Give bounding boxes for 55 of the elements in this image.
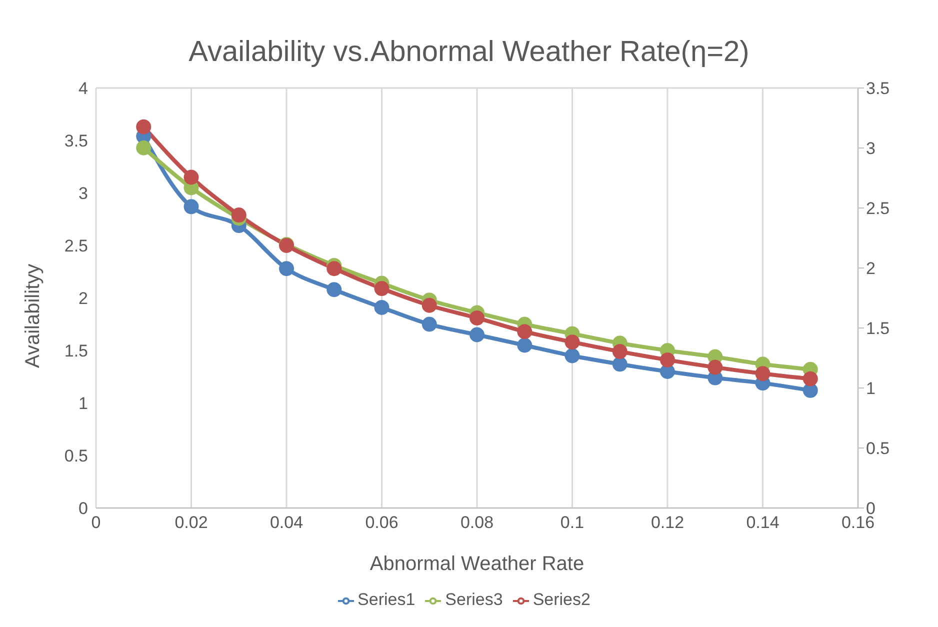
point [184, 199, 199, 214]
point [279, 261, 294, 276]
x-tick-label: 0.12 [650, 513, 684, 532]
y-axis-title: Availabilityy [22, 264, 44, 368]
point [564, 348, 580, 364]
point [564, 334, 580, 350]
point [660, 352, 675, 368]
point [374, 300, 390, 315]
y2-tick-label: 1.5 [866, 319, 890, 338]
y-tick-label: 4 [78, 79, 88, 98]
point [755, 366, 770, 382]
legend-label: Series3 [445, 590, 503, 609]
y-tick-label: 2.5 [64, 236, 88, 256]
point [708, 360, 723, 375]
point [326, 282, 342, 298]
x-tick-label: 0.1 [560, 513, 584, 532]
x-tick-label: 0.14 [746, 513, 780, 532]
point [136, 119, 152, 134]
x-tick-label: 0 [91, 513, 101, 532]
y-tick-label: 1.5 [64, 342, 88, 361]
legend-label: Series1 [358, 590, 416, 609]
point [422, 298, 437, 313]
y2-tick-label: 2.5 [866, 199, 890, 218]
point [374, 281, 390, 296]
point [517, 324, 532, 340]
point [326, 261, 342, 276]
point [136, 140, 152, 156]
y2-tick-label: 0.5 [866, 439, 890, 458]
x-tick-label: 0.16 [841, 513, 875, 532]
y2-tick-label: 3 [866, 139, 876, 158]
x-tick-label: 0.08 [460, 513, 494, 532]
x-tick-label: 0.04 [270, 513, 304, 532]
y2-tick-label: 3.5 [866, 79, 890, 98]
x-tick-label: 0.02 [174, 513, 208, 532]
point [802, 371, 818, 386]
y-tick-label: 0 [78, 499, 88, 518]
chart-title: Availability vs.Abnormal Weather Rate(η=2) [188, 35, 750, 70]
y2-tick-label: 2 [866, 259, 876, 278]
legend-label: Series2 [532, 590, 590, 609]
y-tick-label: 0.5 [64, 446, 88, 466]
point [612, 344, 628, 360]
x-tick-label: 0.06 [365, 513, 398, 532]
y-tick-label: 3.5 [64, 132, 88, 151]
y-tick-label: 3 [78, 184, 88, 204]
point [612, 356, 628, 372]
y-tick-label: 2 [78, 289, 88, 308]
y2-tick-label: 1 [866, 379, 876, 398]
point [517, 338, 532, 353]
x-axis-title: Abnormal Weather Rate [370, 553, 584, 575]
point [231, 208, 246, 223]
point [184, 170, 199, 185]
point [422, 316, 437, 332]
point [470, 310, 484, 326]
point [470, 327, 484, 342]
y-tick-label: 1 [78, 394, 88, 414]
